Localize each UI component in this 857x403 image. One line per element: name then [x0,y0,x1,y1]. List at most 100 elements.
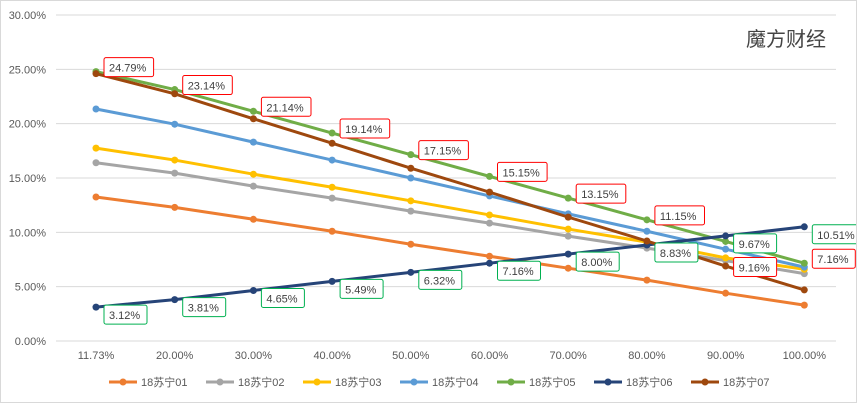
data-point [800,223,808,231]
data-point [564,194,572,202]
data-point [328,277,336,285]
legend-label: 18苏宁05 [529,375,575,389]
data-label: 21.14% [266,102,304,114]
data-label: 3.81% [188,303,219,315]
series-line-4 [95,107,805,269]
data-point [171,203,179,211]
data-point [171,90,179,98]
data-label: 13.15% [581,189,619,201]
y-tick-label: 30.00% [9,10,47,22]
data-point [407,164,415,172]
data-label-box [103,57,155,78]
legend-marker [216,378,224,386]
x-tick-label: 30.00% [235,350,273,362]
legend-label: 18苏宁03 [335,375,381,389]
x-tick-label: 80.00% [628,350,666,362]
data-point [486,172,493,180]
data-label-box [811,224,856,245]
data-point [249,170,257,178]
data-label: 15.15% [503,167,541,179]
data-label: 8.00% [581,257,612,269]
data-label-box [811,248,856,269]
data-point [800,286,808,294]
data-label: 23.14% [188,81,226,93]
data-label: 24.79% [109,63,147,75]
data-point [643,276,651,284]
data-point [328,194,336,202]
data-point [328,183,336,191]
data-label: 4.65% [266,293,297,305]
data-point [249,215,257,223]
data-label-box [260,287,305,308]
data-point [249,138,257,146]
data-label-box [575,183,627,204]
data-label: 11.15% [660,211,697,223]
data-point [328,227,336,235]
data-label: 3.12% [109,310,140,322]
legend-label: 18苏宁04 [432,375,478,389]
data-point [407,197,415,205]
data-label-box [103,304,148,325]
data-point [92,159,100,167]
data-point [564,213,572,221]
x-tick-label: 90.00% [707,350,745,362]
legend-label: 18苏宁01 [141,375,187,389]
legend-marker [119,378,127,386]
y-tick-label: 20.00% [9,119,47,131]
data-label-box [497,161,548,182]
legend-marker [604,378,612,386]
data-point [171,296,179,304]
legend-marker [313,378,321,386]
x-tick-label: 50.00% [392,350,430,362]
data-point [564,225,572,233]
data-point [249,115,257,123]
data-label-box [339,118,391,139]
data-point [92,144,100,152]
legend-marker [507,378,515,386]
y-tick-label: 0.00% [15,336,46,348]
y-tick-label: 15.00% [9,173,47,185]
data-point [486,188,493,196]
legend-label: 18苏宁07 [723,375,769,389]
data-point [643,227,651,235]
data-point [328,139,336,147]
data-label-box [260,96,312,117]
data-point [643,237,651,245]
data-label: 7.16% [817,254,848,266]
data-label-box [733,233,778,254]
data-point [171,120,179,128]
legend-label: 18苏宁02 [238,375,284,389]
data-label-box [182,297,227,318]
data-point [328,156,336,164]
data-point [92,193,100,201]
data-point [92,105,100,113]
x-tick-label: 70.00% [550,350,588,362]
data-label-box [418,269,463,290]
data-point [722,262,730,270]
data-label-box [182,75,233,96]
data-point [486,211,493,219]
data-point [249,182,257,190]
data-point [722,254,730,262]
data-point [407,207,415,215]
data-label: 7.16% [503,266,534,278]
data-point [486,259,493,267]
data-label: 8.83% [660,248,691,260]
data-point [407,174,415,182]
data-label: 17.15% [424,146,462,158]
data-label-box [733,256,778,277]
data-point [564,250,572,258]
data-point [407,151,415,159]
series-line-1 [95,195,805,307]
data-point [92,303,100,311]
y-tick-label: 5.00% [15,282,46,294]
series-line-6 [95,225,805,309]
data-label: 19.14% [345,124,383,136]
x-tick-label: 11.73% [78,350,115,362]
data-label-box [497,260,541,281]
x-tick-label: 100.00% [783,350,827,362]
data-point [92,70,100,78]
data-label: 9.67% [739,239,770,251]
data-point [722,237,730,245]
data-point [722,232,730,240]
